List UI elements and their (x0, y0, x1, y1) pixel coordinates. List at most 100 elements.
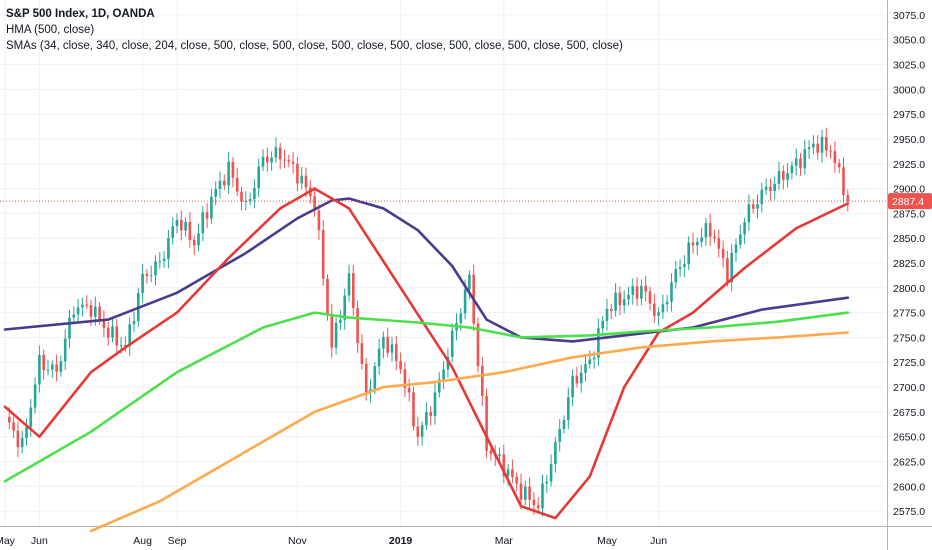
candle-body (734, 244, 738, 253)
candle-body (98, 306, 101, 321)
candle-body (799, 158, 802, 169)
candle-body (326, 278, 329, 314)
candle-body (111, 326, 114, 338)
candle-body (562, 420, 566, 430)
candle-body (29, 407, 33, 427)
candle-body (188, 222, 192, 240)
candle-body (627, 294, 630, 300)
candle-body (287, 159, 291, 162)
candle-body (610, 308, 613, 311)
candle-body (511, 469, 514, 477)
candle-body (567, 397, 570, 421)
candle-body (463, 289, 467, 314)
candle-body (59, 361, 63, 372)
candle-body (476, 323, 480, 367)
candle-body (356, 307, 359, 344)
candle-body (51, 364, 54, 370)
candle-body (304, 175, 308, 188)
candle-body (485, 396, 488, 451)
candle-body (25, 426, 28, 439)
sma204-line (3, 311, 850, 483)
candle-body (360, 343, 364, 364)
candle-body (420, 425, 424, 437)
candle-body (446, 356, 450, 370)
candle-body (382, 336, 385, 349)
candle-body (373, 366, 377, 389)
candle-body (343, 295, 346, 320)
candle-body (296, 163, 299, 184)
candle-body (782, 171, 785, 180)
last-price-tag (888, 193, 932, 210)
candle-body (244, 201, 248, 203)
candle-body (506, 469, 510, 476)
candle-body (240, 191, 243, 202)
candle-body (721, 248, 725, 259)
candle-body (63, 338, 67, 362)
candle-body (751, 204, 755, 209)
y-tick-label: 2600.0 (893, 481, 925, 493)
y-tick-label: 3050.0 (893, 35, 925, 47)
candle-body (739, 234, 742, 245)
candle-body (713, 236, 716, 239)
candle-body (257, 166, 260, 189)
candle-body (618, 292, 622, 306)
candle-body (665, 301, 669, 305)
candle-body (12, 422, 15, 431)
candle-body (635, 286, 639, 299)
candle-body (85, 304, 88, 306)
candle-body (119, 345, 123, 347)
candle-body (175, 220, 179, 227)
candle-body (468, 274, 471, 290)
candle-body (210, 196, 213, 219)
x-tick-label: May (597, 535, 618, 547)
candle-body (38, 355, 41, 385)
candle-body (162, 258, 166, 262)
candle-body (678, 267, 682, 269)
candle-body (300, 175, 303, 184)
candle-body (386, 336, 389, 353)
candle-body (438, 379, 441, 393)
candle-body (94, 306, 97, 317)
candle-body (270, 157, 273, 163)
candle-body (46, 369, 50, 371)
candle-body (528, 486, 531, 500)
candle-body (317, 210, 321, 230)
x-tick-label: Sep (168, 535, 187, 547)
y-tick-label: 2725.0 (893, 357, 925, 369)
candle-body (390, 344, 394, 353)
candle-body (657, 312, 660, 316)
candle-body (68, 317, 71, 339)
candle-body (132, 321, 136, 325)
candle-body (115, 326, 119, 346)
candle-body (747, 204, 751, 223)
candle-body (601, 320, 604, 329)
candle-body (313, 196, 316, 211)
candle-body (433, 392, 437, 417)
candle-body (205, 212, 209, 219)
candle-body (154, 261, 157, 276)
y-tick-label: 2675.0 (893, 407, 925, 419)
candle-body (756, 204, 759, 209)
candle-body (197, 233, 200, 246)
candle-body (777, 171, 781, 184)
candle-body (644, 285, 647, 292)
candle-body (450, 330, 454, 357)
candle-body (33, 384, 37, 408)
candle-body (145, 273, 149, 276)
candle-body (489, 450, 493, 454)
legend-hma: HMA (500, close) (6, 24, 95, 36)
candle-body (347, 273, 351, 296)
candle-body (412, 392, 415, 427)
candle-body (833, 151, 837, 164)
candle-body (812, 143, 815, 148)
candle-body (248, 199, 252, 202)
x-tick-label: Aug (133, 535, 152, 547)
candle-body (829, 150, 832, 152)
y-tick-label: 2625.0 (893, 456, 925, 468)
candle-body (167, 237, 170, 259)
candle-body (128, 324, 131, 347)
y-tick-label: 3025.0 (893, 60, 925, 72)
candle-body (339, 319, 342, 323)
candle-body (16, 430, 20, 448)
